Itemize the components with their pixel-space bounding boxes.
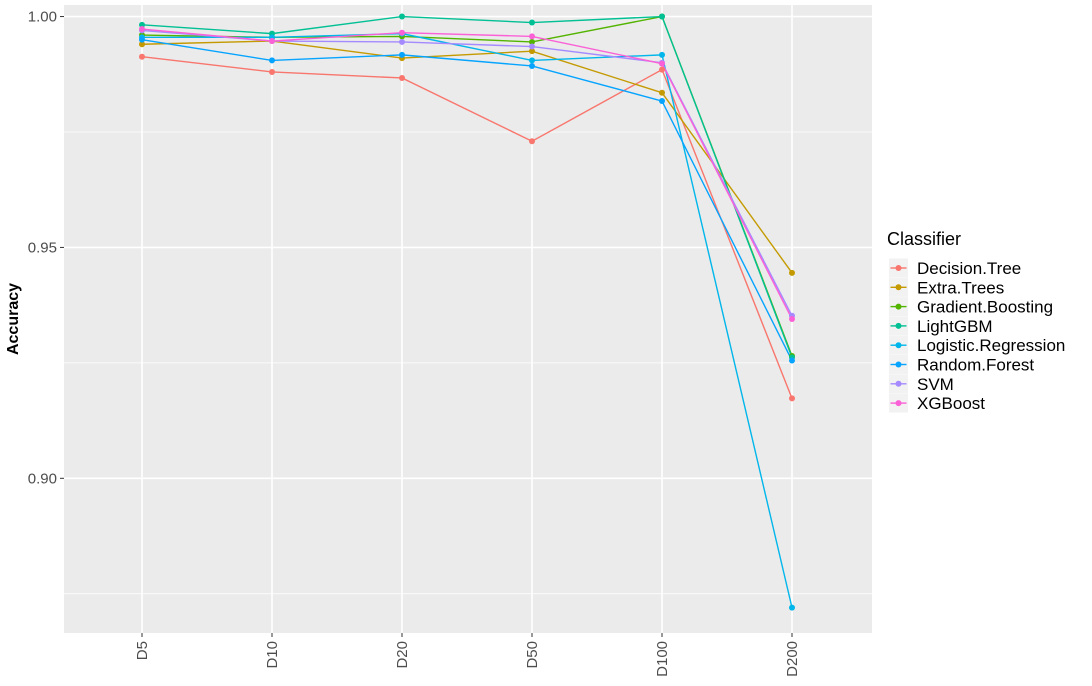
data-point (269, 57, 275, 64)
legend-title: Classifier (887, 229, 961, 249)
data-point (659, 51, 665, 58)
data-point (139, 53, 145, 60)
data-point (139, 41, 145, 48)
data-point (529, 62, 535, 69)
data-point (789, 604, 795, 611)
x-tick-label: D10 (264, 641, 281, 669)
x-tick-label: D5 (134, 641, 151, 660)
y-tick-label: 0.95 (28, 239, 57, 256)
data-point (789, 316, 795, 322)
x-axis: D5 D10 D20 D50 D100 D200 (134, 633, 801, 677)
data-point (529, 57, 535, 64)
x-tick-label: D50 (524, 641, 541, 669)
legend-key-point (895, 342, 902, 349)
data-point (659, 89, 665, 96)
x-tick-label: D100 (654, 641, 671, 677)
series-points (139, 13, 795, 611)
series-line (141, 15, 793, 358)
data-point (399, 13, 405, 20)
plot-panel (64, 5, 872, 633)
legend-label: LightGBM (917, 317, 993, 336)
legend-key-point (895, 303, 902, 310)
data-point (139, 36, 145, 43)
data-point (139, 21, 145, 28)
data-point (529, 48, 535, 55)
legend-key-point (895, 265, 902, 271)
legend-key-point (895, 284, 902, 291)
data-point (399, 38, 405, 45)
data-point (529, 43, 535, 50)
series-lines (141, 15, 793, 608)
series-line (141, 56, 793, 399)
data-point (529, 138, 535, 145)
legend-label: SVM (917, 375, 954, 394)
data-point (659, 98, 665, 105)
data-point (529, 38, 535, 45)
data-point (789, 357, 795, 364)
series-line (142, 32, 793, 608)
x-tick-label: D20 (394, 641, 411, 669)
data-point (789, 395, 795, 402)
data-point (659, 66, 665, 73)
major-gridlines (64, 5, 872, 633)
y-axis-title: Accuracy (5, 283, 22, 355)
series-line (141, 40, 793, 274)
data-point (269, 38, 275, 45)
legend-key-point (895, 361, 902, 368)
x-tick-label: D200 (784, 641, 801, 677)
data-point (399, 74, 405, 81)
legend: Classifier Decision.TreeExtra.TreesGradi… (887, 229, 1065, 413)
data-point (529, 33, 535, 40)
legend-label: XGBoost (917, 394, 985, 413)
data-point (789, 269, 795, 276)
legend-label: Random.Forest (917, 356, 1034, 375)
legend-key-point (895, 380, 902, 387)
legend-label: Decision.Tree (917, 259, 1021, 278)
legend-label: Extra.Trees (917, 278, 1004, 297)
series-line (141, 28, 793, 320)
y-tick-label: 1.00 (28, 9, 57, 26)
y-tick-label: 0.90 (28, 470, 57, 487)
data-point (529, 19, 535, 26)
data-point (139, 26, 145, 33)
data-point (399, 51, 405, 58)
legend-label: Gradient.Boosting (917, 298, 1053, 317)
y-axis: 0.90 0.95 1.00 (28, 9, 64, 487)
legend-key-point (895, 322, 902, 329)
data-point (659, 60, 665, 67)
data-point (399, 29, 405, 36)
minor-gridlines (64, 131, 872, 595)
legend-key-point (895, 400, 902, 407)
legend-label: Logistic.Regression (917, 336, 1065, 355)
series-line (141, 38, 793, 361)
data-point (659, 13, 665, 20)
data-point (269, 68, 275, 75)
